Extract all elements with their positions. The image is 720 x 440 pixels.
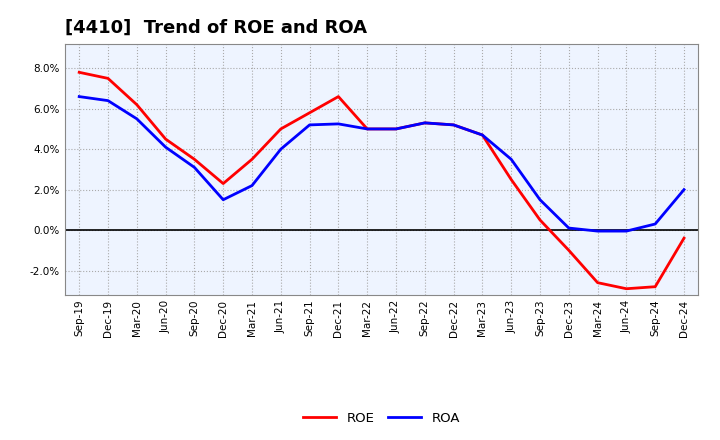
ROA [392, 126, 400, 132]
ROA [104, 98, 112, 103]
ROA [248, 183, 256, 188]
ROE [161, 136, 170, 142]
ROE [536, 217, 544, 223]
ROE [507, 177, 516, 182]
ROE [449, 122, 458, 128]
ROA [449, 122, 458, 128]
ROE [622, 286, 631, 291]
ROE [75, 70, 84, 75]
Line: ROA: ROA [79, 97, 684, 231]
ROE [593, 280, 602, 285]
Text: [4410]  Trend of ROE and ROA: [4410] Trend of ROE and ROA [65, 19, 366, 37]
ROE [363, 126, 372, 132]
ROA [363, 126, 372, 132]
ROE [104, 76, 112, 81]
ROA [132, 116, 141, 121]
ROA [536, 197, 544, 202]
ROA [564, 225, 573, 231]
ROA [593, 228, 602, 234]
ROE [219, 181, 228, 186]
ROA [161, 144, 170, 150]
ROA [334, 121, 343, 127]
ROE [420, 120, 429, 125]
ROE [276, 126, 285, 132]
ROA [276, 147, 285, 152]
ROE [334, 94, 343, 99]
ROE [651, 284, 660, 290]
ROE [305, 110, 314, 115]
ROE [248, 157, 256, 162]
ROA [305, 122, 314, 128]
ROA [622, 228, 631, 234]
ROA [420, 120, 429, 125]
ROA [507, 157, 516, 162]
ROE [190, 157, 199, 162]
Line: ROE: ROE [79, 72, 684, 289]
ROA [75, 94, 84, 99]
Legend: ROE, ROA: ROE, ROA [298, 407, 465, 430]
ROA [478, 132, 487, 138]
ROE [392, 126, 400, 132]
ROA [651, 221, 660, 227]
ROA [219, 197, 228, 202]
ROE [680, 235, 688, 241]
ROA [680, 187, 688, 192]
ROE [132, 102, 141, 107]
ROE [564, 248, 573, 253]
ROA [190, 165, 199, 170]
ROE [478, 132, 487, 138]
